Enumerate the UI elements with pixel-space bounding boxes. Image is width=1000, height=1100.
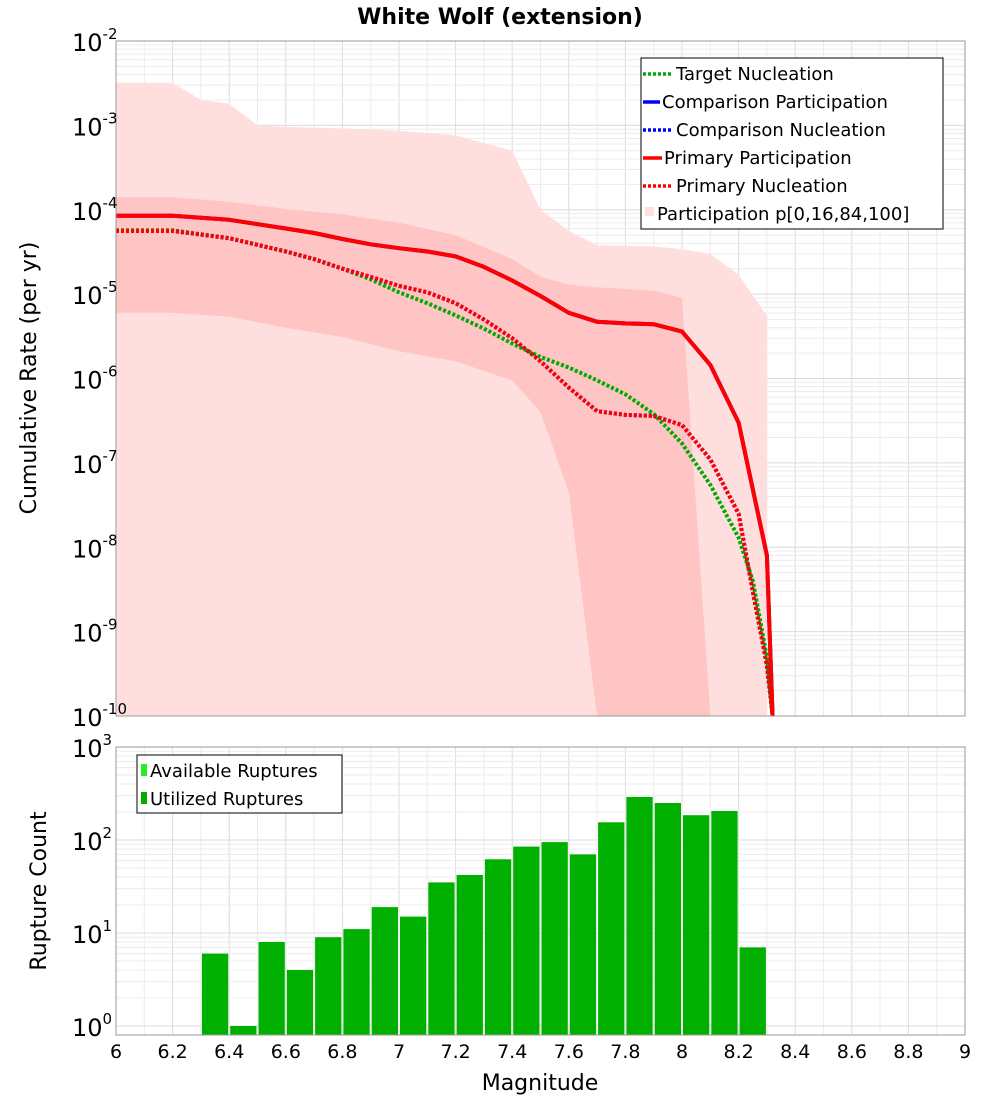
top-y-tick-label: 10-5	[72, 278, 118, 310]
x-tick-label: 7	[393, 1041, 405, 1063]
x-tick-label: 9	[959, 1041, 971, 1063]
legend-swatch-participation-band	[645, 207, 654, 216]
bar	[569, 854, 597, 1035]
legend-label-comparison-nucleation: Comparison Nucleation	[676, 120, 886, 141]
x-tick-label: 8.8	[893, 1041, 923, 1063]
bar	[428, 882, 455, 1035]
x-axis-label: Magnitude	[482, 1071, 599, 1096]
bottom-y-ticks: 100 101 102 103	[72, 731, 112, 1042]
top-panel: 10-10 10-9 10-8 10-7 10-6 10-5 10-4 10-3 10-2 Cu…	[17, 25, 966, 732]
bar	[371, 907, 398, 1035]
band-1	[116, 197, 725, 716]
top-y-tick-label: 10-9	[72, 616, 118, 648]
bottom-bars	[201, 797, 766, 1035]
top-y-tick-label: 10-4	[72, 194, 118, 226]
x-tick-label: 8.6	[837, 1041, 867, 1063]
top-bands	[116, 82, 767, 717]
x-tick-label: 7.4	[497, 1041, 527, 1063]
bar	[541, 842, 568, 1035]
bottom-y-tick-label: 102	[72, 824, 112, 856]
bar	[315, 937, 342, 1035]
top-legend: Target Nucleation Comparison Participati…	[640, 57, 944, 230]
legend-label-primary-participation: Primary Participation	[664, 148, 852, 169]
legend-label-participation-band: Participation p[0,16,84,100]	[657, 204, 909, 225]
x-tick-label: 6.6	[271, 1041, 301, 1063]
bottom-x-ticks: 6 6.2 6.4 6.6 6.8 7 7.2 7.4 7.6 7.8 8 8.2 8.4 8.6 8.8 9	[110, 1041, 971, 1063]
bar	[343, 929, 370, 1035]
top-y-axis-label: Cumulative Rate (per yr)	[17, 242, 42, 515]
top-y-tick-label: 10-8	[72, 531, 118, 563]
bottom-plot-frame	[115, 746, 966, 1036]
bar	[739, 947, 766, 1035]
bar	[230, 1026, 257, 1035]
x-tick-label: 6.4	[214, 1041, 244, 1063]
top-y-ticks: 10-10 10-9 10-8 10-7 10-6 10-5 10-4 10-3 10-2	[72, 25, 127, 732]
series-primary-participation	[116, 213, 775, 717]
x-tick-label: 8.2	[723, 1041, 753, 1063]
legend-label-target-nucleation: Target Nucleation	[675, 64, 834, 85]
bar	[201, 953, 229, 1035]
bar	[626, 797, 653, 1035]
top-lines	[116, 213, 775, 717]
legend-label-primary-nucleation: Primary Nucleation	[676, 176, 848, 197]
bottom-y-axis-label: Rupture Count	[27, 811, 52, 971]
legend-label-comparison-participation: Comparison Participation	[662, 92, 888, 113]
legend-label-utilized-ruptures: Utilized Ruptures	[150, 789, 303, 810]
top-y-tick-label: 10-3	[72, 109, 118, 141]
x-tick-label: 6	[110, 1041, 122, 1063]
bottom-y-tick-label: 103	[72, 731, 112, 763]
legend-label-available-ruptures: Available Ruptures	[150, 761, 318, 782]
top-y-tick-label: 10-2	[72, 25, 118, 57]
bar	[598, 822, 625, 1035]
x-tick-label: 8	[676, 1041, 688, 1063]
bottom-y-tick-label: 100	[72, 1010, 112, 1042]
bar	[683, 815, 710, 1035]
x-tick-label: 7.2	[440, 1041, 470, 1063]
bar	[400, 916, 427, 1035]
bar	[654, 803, 681, 1035]
bottom-legend: Available Ruptures Utilized Ruptures	[136, 754, 343, 814]
series-primary-nucleation	[116, 229, 775, 717]
bottom-panel: 100 101 102 103 6 6.2 6.4 6.6 6.8 7 7.2 7.4 7.6 7.8 8…	[27, 731, 971, 1096]
bar	[286, 970, 314, 1035]
bar	[513, 846, 540, 1035]
bottom-y-tick-label: 101	[72, 917, 112, 949]
bar	[258, 942, 285, 1035]
x-tick-label: 7.6	[554, 1041, 584, 1063]
x-tick-label: 6.8	[327, 1041, 357, 1063]
top-y-tick-label: 10-7	[72, 447, 118, 479]
x-tick-label: 7.8	[610, 1041, 640, 1063]
bottom-legend-box	[136, 754, 343, 814]
bar	[711, 811, 738, 1035]
x-tick-label: 6.2	[157, 1041, 187, 1063]
legend-swatch-utilized-ruptures	[141, 792, 147, 804]
top-plot-frame	[115, 40, 966, 717]
legend-swatch-available-ruptures	[141, 764, 147, 776]
top-legend-box	[640, 57, 944, 230]
top-y-tick-label: 10-10	[72, 700, 127, 732]
bar	[484, 859, 512, 1035]
x-tick-label: 8.4	[780, 1041, 810, 1063]
bar	[456, 875, 483, 1035]
chart-title: White Wolf (extension)	[357, 5, 643, 30]
top-y-tick-label: 10-6	[72, 363, 118, 395]
